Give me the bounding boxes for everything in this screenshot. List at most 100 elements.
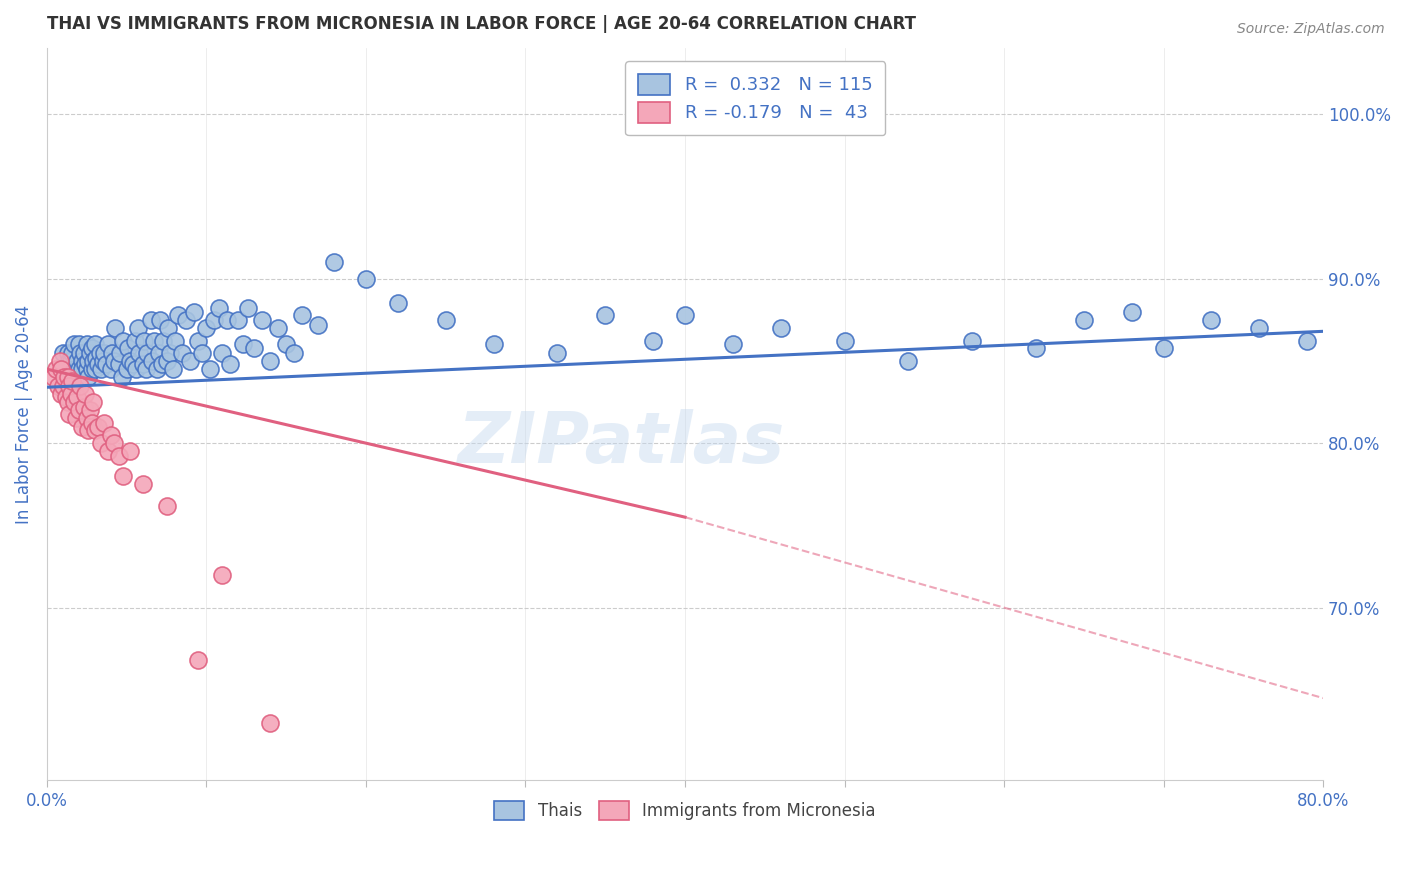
- Point: [152, 334, 174, 348]
- Point: [76, 337, 98, 351]
- Point: [157, 321, 180, 335]
- Point: [1153, 341, 1175, 355]
- Point: [283, 345, 305, 359]
- Point: [63, 337, 86, 351]
- Point: [217, 313, 239, 327]
- Point: [75, 386, 97, 401]
- Point: [96, 337, 118, 351]
- Point: [122, 357, 145, 371]
- Point: [58, 407, 80, 421]
- Point: [56, 395, 79, 409]
- Point: [101, 345, 124, 359]
- Point: [117, 341, 139, 355]
- Point: [70, 362, 93, 376]
- Point: [66, 354, 89, 368]
- Point: [128, 345, 150, 359]
- Point: [125, 362, 148, 376]
- Point: [190, 345, 212, 359]
- Point: [198, 362, 221, 376]
- Point: [62, 374, 84, 388]
- Point: [46, 378, 69, 392]
- Point: [252, 313, 274, 327]
- Point: [174, 313, 197, 327]
- Point: [546, 345, 568, 359]
- Text: Source: ZipAtlas.com: Source: ZipAtlas.com: [1237, 22, 1385, 37]
- Point: [62, 345, 84, 359]
- Point: [139, 313, 162, 327]
- Text: THAI VS IMMIGRANTS FROM MICRONESIA IN LABOR FORCE | AGE 20-64 CORRELATION CHART: THAI VS IMMIGRANTS FROM MICRONESIA IN LA…: [46, 15, 915, 33]
- Point: [67, 362, 90, 376]
- Point: [87, 357, 110, 371]
- Point: [55, 362, 77, 376]
- Point: [52, 378, 75, 392]
- Point: [354, 271, 377, 285]
- Point: [387, 296, 409, 310]
- Point: [208, 301, 231, 316]
- Point: [80, 341, 103, 355]
- Point: [960, 334, 983, 348]
- Point: [69, 378, 91, 392]
- Point: [1201, 313, 1223, 327]
- Point: [80, 362, 103, 376]
- Point: [118, 354, 141, 368]
- Point: [593, 308, 616, 322]
- Point: [1121, 304, 1143, 318]
- Point: [58, 378, 80, 392]
- Point: [79, 403, 101, 417]
- Text: ZIPatlas: ZIPatlas: [457, 409, 785, 478]
- Point: [91, 354, 114, 368]
- Point: [721, 337, 744, 351]
- Point: [211, 567, 233, 582]
- Point: [166, 308, 188, 322]
- Point: [77, 423, 100, 437]
- Point: [673, 308, 696, 322]
- Point: [834, 334, 856, 348]
- Point: [135, 362, 157, 376]
- Point: [80, 417, 103, 431]
- Legend: Thais, Immigrants from Micronesia: Thais, Immigrants from Micronesia: [488, 794, 882, 827]
- Point: [93, 345, 115, 359]
- Point: [67, 337, 90, 351]
- Point: [187, 653, 209, 667]
- Point: [107, 450, 129, 464]
- Point: [131, 477, 153, 491]
- Point: [59, 386, 82, 401]
- Point: [107, 357, 129, 371]
- Point: [124, 334, 146, 348]
- Point: [72, 400, 94, 414]
- Point: [211, 345, 233, 359]
- Point: [51, 362, 73, 376]
- Point: [1073, 313, 1095, 327]
- Point: [65, 411, 87, 425]
- Point: [83, 337, 105, 351]
- Point: [769, 321, 792, 335]
- Point: [159, 345, 181, 359]
- Point: [150, 357, 173, 371]
- Point: [103, 436, 125, 450]
- Point: [228, 313, 250, 327]
- Point: [141, 354, 163, 368]
- Point: [53, 370, 76, 384]
- Point: [86, 351, 108, 365]
- Point: [65, 362, 87, 376]
- Point: [149, 313, 172, 327]
- Point: [104, 321, 127, 335]
- Point: [307, 318, 329, 332]
- Point: [112, 334, 135, 348]
- Point: [90, 362, 112, 376]
- Point: [243, 341, 266, 355]
- Point: [1296, 334, 1319, 348]
- Point: [56, 370, 79, 384]
- Point: [94, 357, 117, 371]
- Point: [75, 357, 97, 371]
- Point: [52, 370, 75, 384]
- Point: [103, 354, 125, 368]
- Point: [56, 345, 79, 359]
- Point: [146, 362, 169, 376]
- Point: [155, 499, 177, 513]
- Point: [179, 354, 201, 368]
- Point: [236, 301, 259, 316]
- Point: [259, 715, 281, 730]
- Point: [148, 345, 170, 359]
- Point: [76, 362, 98, 376]
